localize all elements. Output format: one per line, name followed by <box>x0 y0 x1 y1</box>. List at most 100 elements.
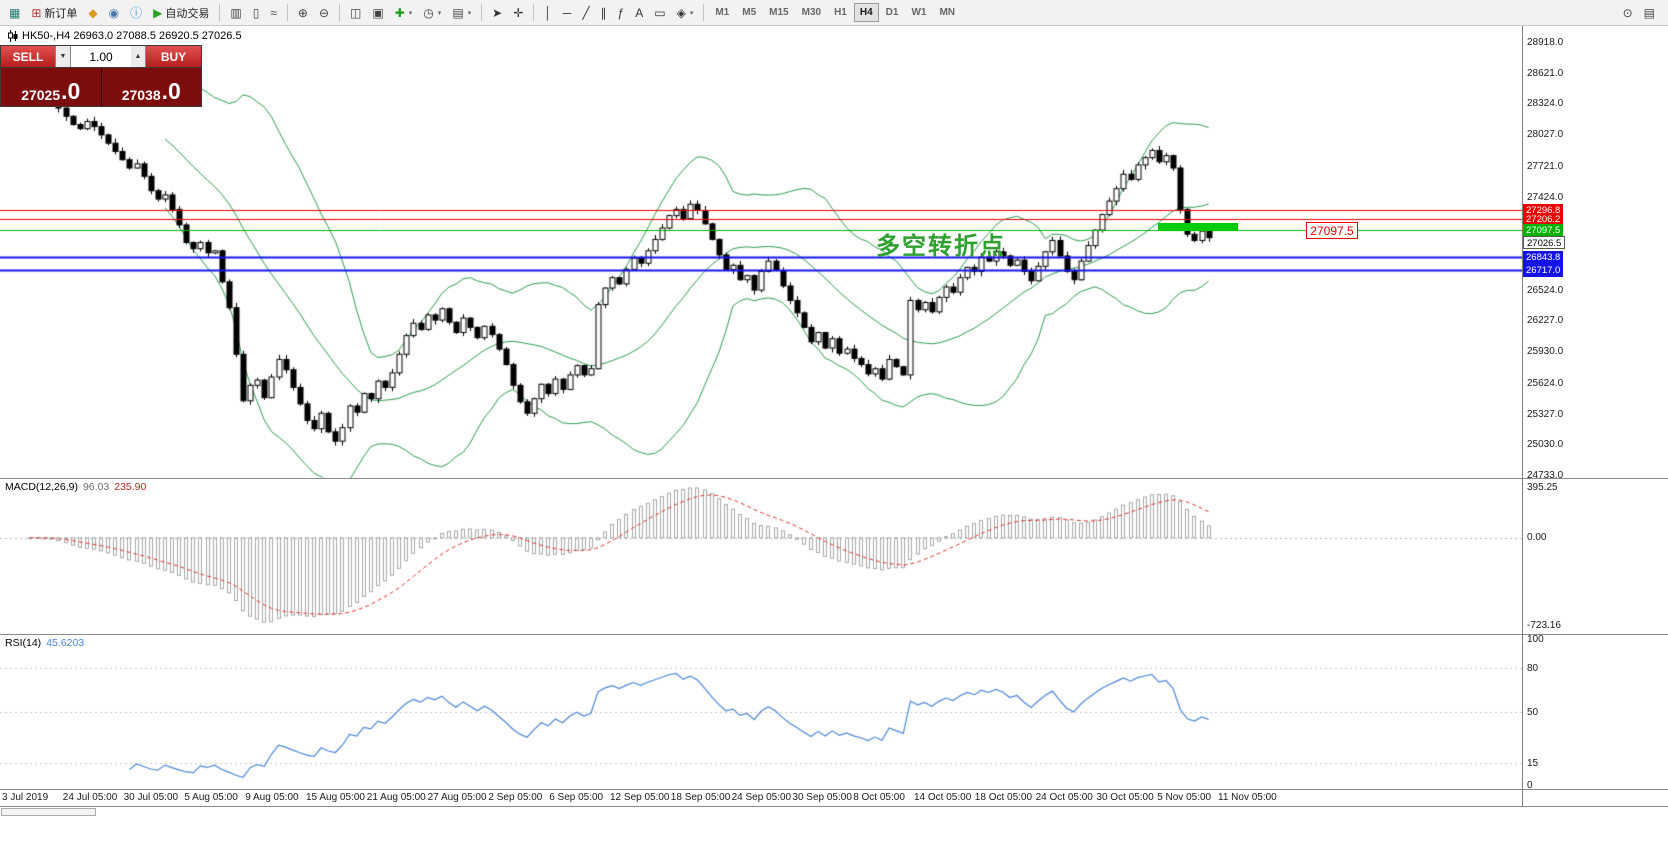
toolbar-trendline-button[interactable]: ╱ <box>577 3 594 23</box>
current-price-badge: 27026.5 <box>1523 235 1566 249</box>
cursor-icon: ➤ <box>492 5 503 20</box>
buy-button[interactable]: BUY <box>146 46 201 67</box>
toolbar-separator <box>339 4 341 21</box>
toolbar-horizontal-line-button[interactable]: ─ <box>558 3 577 23</box>
zoom-out-icon: ⊖ <box>318 5 330 20</box>
toolbar-new-chart-button[interactable]: ▦ <box>4 3 25 23</box>
periods-icon: ◷ <box>423 5 434 20</box>
toolbar-bar-chart-button[interactable]: ▥ <box>225 3 246 23</box>
toolbar-market-button[interactable]: ◆ <box>83 3 102 23</box>
time-axis-border <box>0 806 1668 807</box>
main-chart-canvas[interactable] <box>0 26 1522 478</box>
timeframe-h4-button[interactable]: H4 <box>853 3 879 22</box>
panel-separator-rsi[interactable] <box>0 634 1668 635</box>
timeframe-m30-button[interactable]: M30 <box>801 7 822 18</box>
time-axis-label: 24 Sep 05:00 <box>731 792 792 803</box>
price-axis-label: 27721.0 <box>1527 160 1564 172</box>
toolbar-info-button[interactable]: ⓘ <box>125 3 147 23</box>
chart-area[interactable]: HK50-,H4 26963.0 27088.5 26920.5 27026.5… <box>0 26 1668 863</box>
toolbar-cursor-button[interactable]: ➤ <box>487 3 507 23</box>
sell-price-main: 27025 <box>21 87 61 103</box>
time-axis-label: 12 Sep 05:00 <box>610 792 670 803</box>
toolbar-separator <box>703 4 705 21</box>
buy-price[interactable]: 27038 .0 <box>102 68 202 106</box>
toolbar-templates-button[interactable]: ▤ ▾ <box>447 3 476 23</box>
toolbar-data-window-button[interactable]: ▤ <box>1639 3 1660 23</box>
chevron-down-icon: ▾ <box>408 9 413 17</box>
toolbar-fibonacci-button[interactable]: ƒ <box>613 3 630 23</box>
price-axis-label: 27424.0 <box>1527 191 1564 203</box>
time-axis-label: 9 Aug 05:00 <box>245 792 299 803</box>
toolbar-shapes-button[interactable]: ◈ ▾ <box>672 3 699 23</box>
timeframe-mn-button[interactable]: MN <box>939 7 956 18</box>
toolbar-new-order-button[interactable]: ⊞ 新订单 <box>26 3 82 23</box>
candlestick-icon <box>8 30 18 42</box>
toolbar-vertical-line-button[interactable]: │ <box>539 3 557 23</box>
toolbar-right: ⊙ ▤ <box>1618 3 1664 23</box>
price-axis-border <box>1522 26 1523 806</box>
toolbar-indicators-button[interactable]: ✚ ▾ <box>390 3 418 23</box>
toolbar-periods-button[interactable]: ◷ ▾ <box>418 3 446 23</box>
toolbar-label-button[interactable]: ▭ <box>649 3 670 23</box>
timeframe-w1-button[interactable]: W1 <box>911 7 927 18</box>
one-click-trading-panel: SELL ▼ ▲ BUY 27025 .0 27038 .0 <box>0 45 202 107</box>
toolbar-channel-button[interactable]: ∥ <box>596 3 612 23</box>
panel-separator-macd[interactable] <box>0 478 1668 479</box>
toolbar-line-chart-button[interactable]: ≈ <box>265 3 282 23</box>
crosshair-icon: ✛ <box>513 5 524 20</box>
highlight-rectangle[interactable] <box>1158 223 1238 232</box>
toolbar-separator <box>286 4 288 21</box>
templates-icon: ▤ <box>452 5 464 20</box>
chevron-down-icon: ▾ <box>437 9 442 17</box>
toolbar-zoom-out-button[interactable]: ⊖ <box>314 3 334 23</box>
rsi-indicator-canvas[interactable] <box>0 635 1522 789</box>
toolbar-autotrading-button[interactable]: ▶ 自动交易 <box>148 3 214 23</box>
timeframe-m15-button[interactable]: M15 <box>769 7 789 18</box>
time-axis-label: 8 Oct 05:00 <box>853 792 905 803</box>
time-axis-label: 5 Nov 05:00 <box>1157 792 1212 803</box>
macd-indicator-canvas[interactable] <box>0 479 1522 634</box>
rsi-axis-label: 50 <box>1527 707 1539 718</box>
fibonacci-icon: ƒ <box>617 5 625 20</box>
chevron-down-icon: ▾ <box>467 9 472 17</box>
time-axis-label: 18 Sep 05:00 <box>670 792 731 803</box>
toolbar: ▦ ⊞ 新订单 ◆ ◉ ⓘ ▶ 自动交易 ▥ ▯ ≈ ⊕ ⊖ ◫ ▣ ✚ ▾ ◷ ▾ ▤ ▾ ➤ ✛ │ ─ ╱ ∥ ƒ A ▭ ◈ ▾ M1… <box>0 0 1668 26</box>
price-level-badge: 26717.0 <box>1523 263 1564 277</box>
new-order-icon: ⊞ <box>31 5 42 20</box>
toolbar-zoom-in-button[interactable]: ⊕ <box>293 3 313 23</box>
bottom-profile-tab[interactable] <box>1 808 96 816</box>
toolbar-tile-windows-button[interactable]: ◫ <box>345 3 366 23</box>
volume-increase-button[interactable]: ▲ <box>131 46 146 67</box>
price-axis-label: 28621.0 <box>1527 67 1564 79</box>
price-axis-label: 28324.0 <box>1527 98 1564 110</box>
toolbar-candle-chart-button[interactable]: ▯ <box>248 3 265 23</box>
price-axis-label: 24733.0 <box>1527 470 1564 481</box>
toolbar-text-button[interactable]: A <box>630 3 648 23</box>
trade-prices-row: 27025 .0 27038 .0 <box>1 68 201 106</box>
sell-button[interactable]: SELL <box>1 46 56 67</box>
toolbar-separator <box>219 4 221 21</box>
time-axis-label: 27 Aug 05:00 <box>427 792 487 803</box>
timeframe-m5-button[interactable]: M5 <box>742 7 757 18</box>
text-icon: A <box>635 5 644 20</box>
timeframe-m1-button[interactable]: M1 <box>715 7 730 18</box>
volume-decrease-button[interactable]: ▼ <box>56 46 71 67</box>
price-axis-label: 25327.0 <box>1527 408 1564 420</box>
new-chart-icon: ▦ <box>9 5 21 20</box>
chevron-down-icon: ▾ <box>689 9 694 17</box>
time-axis-label: 30 Oct 05:00 <box>1096 792 1154 803</box>
price-label-box[interactable]: 27097.5 <box>1306 222 1358 240</box>
toolbar-separator <box>533 4 535 21</box>
timeframe-d1-button[interactable]: D1 <box>885 7 899 18</box>
sell-price[interactable]: 27025 .0 <box>1 68 102 106</box>
volume-input[interactable] <box>71 46 131 67</box>
market-icon: ◆ <box>88 5 98 20</box>
toolbar-search-button[interactable]: ⊙ <box>1618 3 1638 23</box>
trendline-icon: ╱ <box>582 5 590 20</box>
timeframe-h1-button[interactable]: H1 <box>834 7 847 18</box>
toolbar-community-button[interactable]: ◉ <box>104 3 124 23</box>
toolbar-cascade-windows-button[interactable]: ▣ <box>367 3 388 23</box>
cascade-windows-icon: ▣ <box>372 5 384 20</box>
buy-price-pips: .0 <box>161 78 181 105</box>
toolbar-crosshair-button[interactable]: ✛ <box>508 3 528 23</box>
